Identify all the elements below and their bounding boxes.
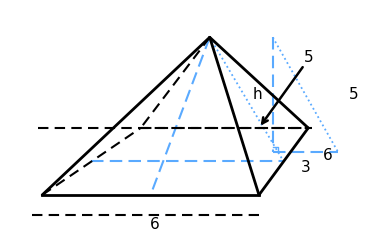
Text: 5: 5 (349, 87, 358, 102)
Text: 5: 5 (304, 50, 313, 64)
Text: 3: 3 (301, 160, 310, 175)
Text: 6: 6 (323, 148, 333, 163)
Text: h: h (252, 87, 262, 102)
Text: 6: 6 (150, 217, 159, 232)
